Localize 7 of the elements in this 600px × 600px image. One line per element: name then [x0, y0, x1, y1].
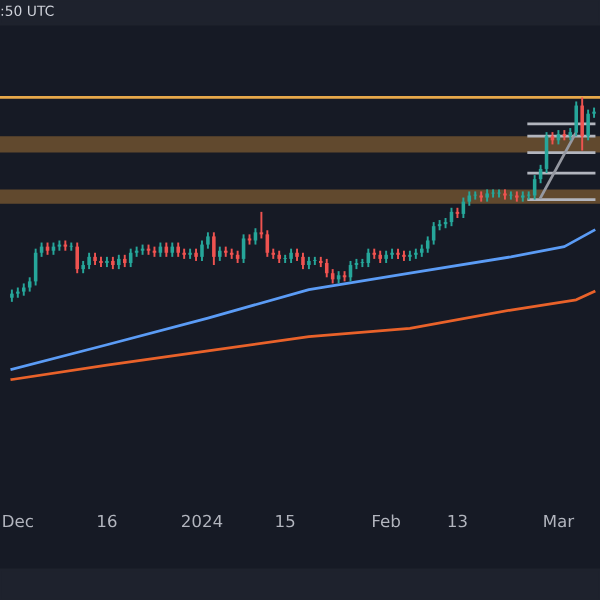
x-tick-label: Mar	[544, 514, 575, 528]
x-tick-label: 13	[448, 514, 467, 528]
x-tick-label: 2024	[181, 514, 223, 528]
x-tick-label: Dec	[3, 514, 33, 528]
x-tick-label: 16	[98, 514, 117, 528]
x-tick-label: 15	[276, 514, 295, 528]
x-tick-label: Feb	[373, 514, 400, 528]
